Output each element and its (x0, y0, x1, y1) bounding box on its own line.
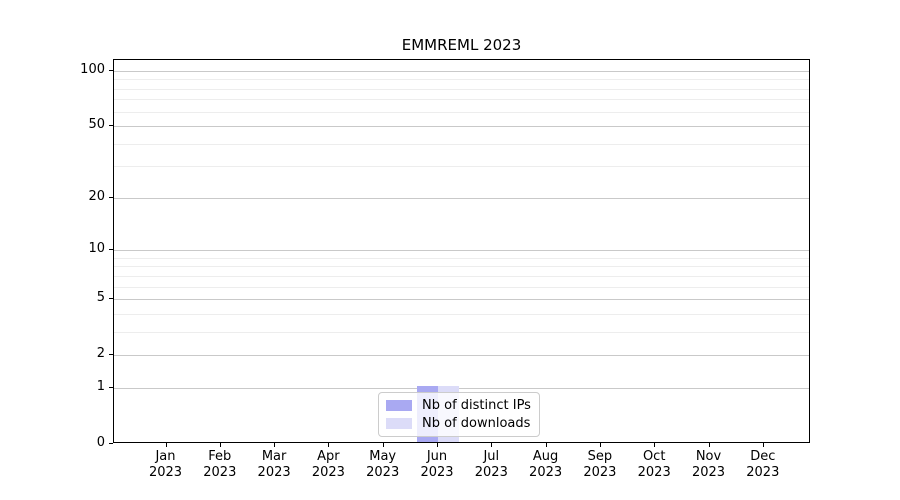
x-tick-mark (654, 443, 656, 447)
x-tick-month: Aug (532, 449, 559, 464)
y-tick-label: 20 (88, 188, 105, 204)
x-tick-mark (491, 443, 493, 447)
x-tick-label: Dec 2023 (731, 449, 795, 481)
x-tick-year: 2023 (366, 465, 400, 480)
x-tick-mark (328, 443, 330, 447)
x-tick-year: 2023 (311, 465, 345, 480)
x-tick-mark (599, 443, 601, 447)
x-tick-year: 2023 (257, 465, 291, 480)
y-tick-label: 5 (96, 290, 105, 306)
x-tick-label: Mar 2023 (242, 449, 306, 481)
x-tick-mark (708, 443, 710, 447)
y-tick-mark (109, 125, 113, 127)
x-tick-mark (762, 443, 764, 447)
gridline-minor (114, 88, 809, 90)
gridline-minor (114, 331, 809, 333)
gridline-major (114, 126, 809, 128)
gridline-major (114, 250, 809, 252)
x-tick-month: Jul (483, 449, 500, 464)
x-tick-label: Nov 2023 (677, 449, 741, 481)
x-tick-label: Oct 2023 (622, 449, 686, 481)
x-tick-label: Aug 2023 (514, 449, 578, 481)
y-tick-mark (109, 443, 113, 444)
x-tick-mark (274, 443, 276, 447)
x-tick-year: 2023 (529, 465, 563, 480)
gridline-minor (114, 313, 809, 315)
x-tick-year: 2023 (420, 465, 454, 480)
x-tick-year: 2023 (583, 465, 617, 480)
gridline-minor (114, 286, 809, 288)
y-tick-label: 50 (88, 117, 105, 133)
x-tick-year: 2023 (637, 465, 671, 480)
legend-label-distinct-ips: Nb of distinct IPs (422, 398, 531, 413)
gridline-major (114, 299, 809, 301)
x-tick-month: May (369, 449, 397, 464)
y-tick-label: 100 (80, 61, 105, 77)
x-tick-label: Feb 2023 (188, 449, 252, 481)
x-tick-month: Apr (317, 449, 340, 464)
plot-area: Nb of distinct IPs Nb of downloads (113, 59, 810, 443)
x-tick-label: Jun 2023 (405, 449, 469, 481)
x-tick-month: Jan (155, 449, 176, 464)
x-tick-label: May 2023 (351, 449, 415, 481)
x-tick-year: 2023 (148, 465, 183, 480)
y-tick-mark (109, 196, 113, 198)
x-tick-label: Sep 2023 (568, 449, 632, 481)
gridline-major (114, 70, 809, 72)
legend-item-distinct-ips: Nb of distinct IPs (386, 398, 531, 413)
legend-item-downloads: Nb of downloads (386, 416, 531, 431)
y-tick-mark (109, 298, 113, 300)
x-tick-month: Jun (426, 449, 448, 464)
y-tick-label: 1 (96, 378, 105, 394)
y-tick-mark (109, 249, 113, 251)
gridline-minor (114, 266, 809, 268)
x-tick-mark (545, 443, 547, 447)
x-tick-mark (437, 443, 438, 447)
gridline-major (114, 197, 809, 199)
gridline-major (114, 387, 809, 389)
y-tick-mark (109, 354, 113, 356)
legend-label-downloads: Nb of downloads (422, 416, 531, 431)
x-tick-year: 2023 (474, 465, 508, 480)
x-tick-month: Feb (208, 449, 232, 464)
x-tick-month: Oct (642, 449, 666, 464)
x-tick-year: 2023 (746, 465, 780, 480)
gridline-minor (114, 166, 809, 168)
x-tick-label: Jan 2023 (134, 449, 198, 481)
y-tick-label: 0 (96, 435, 105, 450)
y-tick-mark (109, 386, 113, 388)
x-tick-month: Mar (261, 449, 287, 464)
gridline-major (114, 355, 809, 357)
x-tick-month: Sep (587, 449, 613, 464)
x-tick-month: Nov (695, 449, 722, 464)
x-tick-mark (219, 443, 221, 447)
y-tick-label: 10 (88, 241, 105, 257)
x-tick-label: Apr 2023 (296, 449, 360, 481)
gridline-minor (114, 111, 809, 113)
gridline-minor (114, 275, 809, 277)
x-tick-mark (165, 443, 167, 447)
x-tick-year: 2023 (691, 465, 726, 480)
legend: Nb of distinct IPs Nb of downloads (378, 392, 540, 437)
x-tick-mark (382, 443, 384, 447)
gridline-minor (114, 79, 809, 81)
legend-swatch-downloads (386, 418, 412, 429)
legend-swatch-distinct-ips (386, 400, 412, 411)
gridline-minor (114, 257, 809, 259)
gridline-minor (114, 143, 809, 145)
chart-title: EMMREML 2023 (401, 36, 522, 54)
gridline-minor (114, 99, 809, 101)
y-tick-mark (109, 69, 113, 71)
x-tick-year: 2023 (203, 465, 237, 480)
x-tick-label: Jul 2023 (459, 449, 523, 481)
x-tick-month: Dec (750, 449, 776, 464)
y-tick-label: 2 (96, 346, 105, 362)
